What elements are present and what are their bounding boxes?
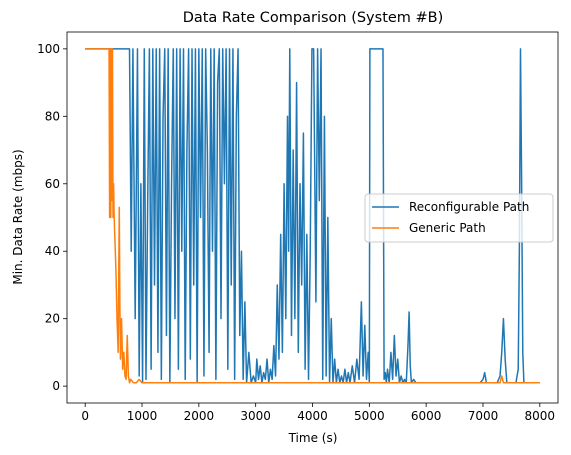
x-tick-label: 8000 xyxy=(525,409,556,423)
y-tick-label: 80 xyxy=(45,109,60,123)
legend-box xyxy=(364,193,554,243)
x-tick-label: 1000 xyxy=(127,409,158,423)
x-axis: 0 1000 2000 3000 4000 5000 6000 7000 8000 xyxy=(81,403,555,423)
legend-label-2: Generic Path xyxy=(409,221,486,235)
x-axis-label: Time (s) xyxy=(288,431,338,445)
x-tick-label: 0 xyxy=(81,409,89,423)
y-tick-label: 60 xyxy=(45,177,60,191)
y-axis: 0 20 40 60 80 100 xyxy=(37,42,67,393)
x-tick-label: 6000 xyxy=(411,409,442,423)
x-tick-label: 2000 xyxy=(184,409,215,423)
legend-label-1: Reconfigurable Path xyxy=(409,200,529,214)
series-line-2 xyxy=(85,48,540,384)
y-axis-label: Min. Data Rate (mbps) xyxy=(11,149,25,284)
x-tick-label: 4000 xyxy=(297,409,328,423)
y-tick-label: 40 xyxy=(45,244,60,258)
legend: Reconfigurable Path Generic Path xyxy=(364,193,554,243)
chart-title: Data Rate Comparison (System #B) xyxy=(183,10,444,26)
x-tick-label: 7000 xyxy=(468,409,499,423)
series-layer xyxy=(85,48,540,384)
y-tick-label: 20 xyxy=(45,312,60,326)
x-tick-label: 3000 xyxy=(240,409,271,423)
y-tick-label: 0 xyxy=(52,379,60,393)
y-tick-label: 100 xyxy=(37,42,60,56)
x-tick-label: 5000 xyxy=(354,409,385,423)
